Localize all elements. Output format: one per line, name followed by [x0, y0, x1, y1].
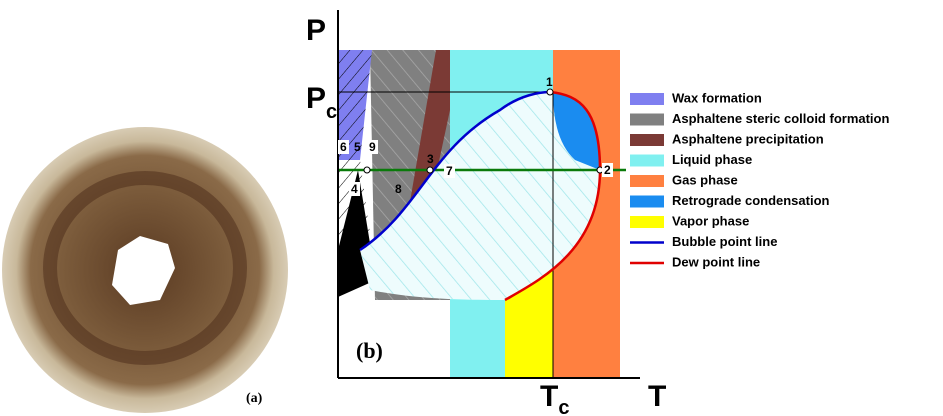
tc-label: Tc: [540, 380, 569, 416]
point-label: 3: [427, 152, 434, 166]
legend-swatch: [630, 216, 664, 228]
deposit-photo: [2, 127, 288, 413]
point-label: 9: [369, 140, 376, 154]
figure: (a) P T Pc Tc (b) 1 2 3 4 56 7 8 9 Wax formation…: [0, 0, 943, 416]
point-label: 5: [354, 140, 361, 154]
legend-label: Retrograde condensation: [672, 193, 830, 208]
legend-label: Bubble point line: [672, 234, 777, 249]
legend-label: Vapor phase: [672, 213, 749, 228]
x-axis-label: T: [648, 380, 666, 413]
legend-label: Wax formation: [672, 90, 762, 105]
y-axis-label: P: [306, 14, 326, 47]
point-label: 7: [446, 164, 453, 178]
legend-swatch: [630, 134, 664, 146]
panel-label: (b): [356, 338, 383, 363]
legend-label: Asphaltene precipitation: [672, 131, 824, 146]
tc-sub: c: [558, 397, 569, 416]
point-label: 1: [546, 75, 553, 89]
point-label: 8: [395, 182, 402, 196]
panel-label: (a): [246, 391, 263, 406]
legend-label: Liquid phase: [672, 152, 752, 167]
legend-swatch: [630, 114, 664, 126]
point-label: 6: [340, 140, 347, 154]
pc-label: Pc: [306, 82, 337, 123]
legend-label: Asphaltene steric colloid formation: [672, 111, 889, 126]
legend-swatch: [630, 93, 664, 105]
point-label: 2: [604, 163, 611, 177]
point-label: 4: [351, 182, 358, 196]
tc-base: T: [540, 380, 558, 413]
legend-swatch: [630, 196, 664, 208]
pc-sub: c: [326, 101, 337, 123]
legend-label: Gas phase: [672, 172, 738, 187]
pc-base: P: [306, 82, 326, 115]
legend-swatch: [630, 175, 664, 187]
legend-label: Dew point line: [672, 254, 760, 269]
phase-diagram: [338, 10, 640, 378]
legend-swatch: [630, 155, 664, 167]
